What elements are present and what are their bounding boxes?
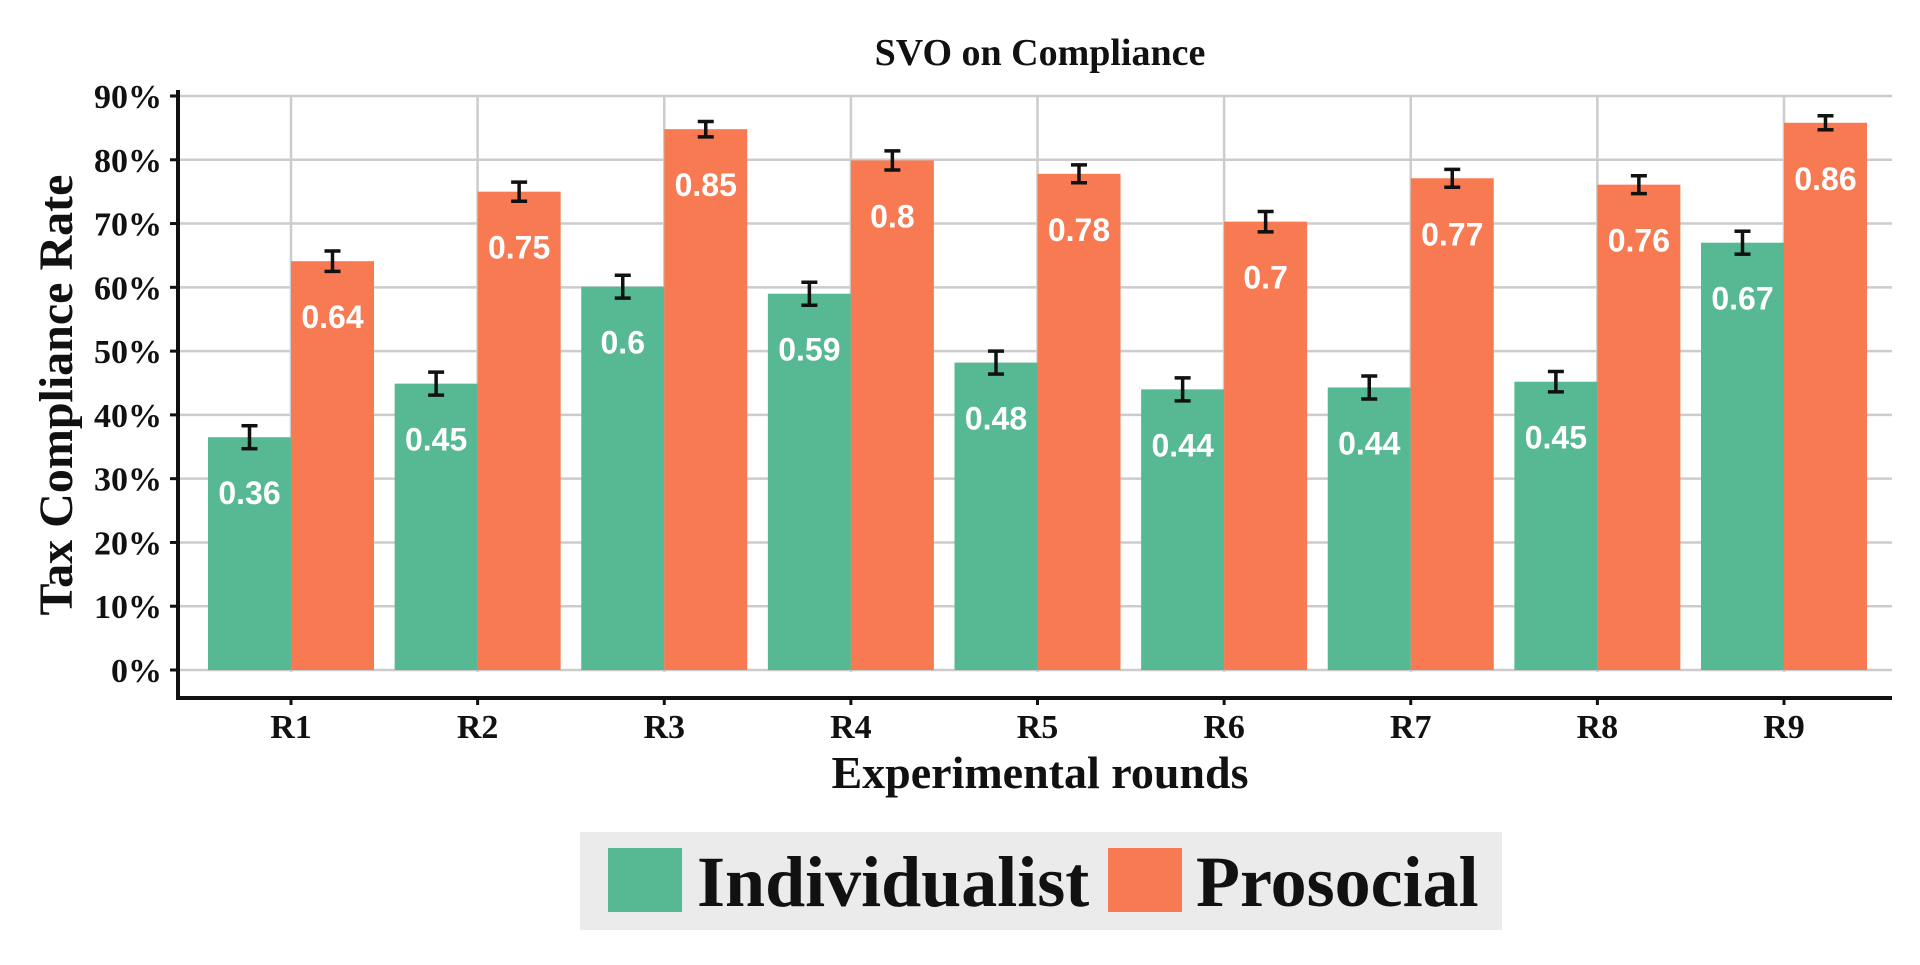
data-label-individualist: 0.36	[218, 475, 280, 511]
error-bar	[614, 273, 631, 300]
y-tick-label: 70%	[94, 207, 162, 244]
legend-label-prosocial: Prosocial	[1196, 842, 1479, 922]
bar-prosocial-r2	[477, 191, 561, 670]
error-bar	[884, 149, 901, 172]
bar-individualist-r5	[954, 362, 1038, 670]
bar-prosocial-r3	[664, 129, 748, 671]
y-tick-label: 30%	[94, 462, 162, 499]
bars	[208, 114, 1867, 671]
bar-individualist-r1	[208, 437, 291, 670]
x-tick-label: R3	[643, 709, 685, 746]
bar-individualist-r7	[1327, 387, 1411, 670]
x-tick-label: R9	[1763, 709, 1805, 746]
axes: 0% 10% 20% 30% 40% 50% 60% 70% 80% 90% R1 R2 R3 R4 R5 R…	[94, 79, 1892, 746]
error-bar	[1444, 167, 1461, 189]
error-bar	[697, 119, 714, 139]
data-label-prosocial: 0.64	[301, 299, 363, 335]
data-labels: 0.36 0.45 0.6 0.59 0.48 0.44 0.44 0.45 0.67 0.64 0…	[218, 161, 1856, 511]
data-label-prosocial: 0.7	[1243, 260, 1287, 296]
y-tick-label: 50%	[94, 334, 162, 371]
error-bar	[428, 370, 445, 397]
legend-swatch-prosocial	[1108, 848, 1182, 912]
bar-individualist-r6	[1141, 389, 1225, 670]
bar-individualist-r4	[767, 293, 851, 670]
legend-label-individualist: Individualist	[697, 842, 1089, 922]
y-tick-label: 10%	[94, 589, 162, 626]
data-label-prosocial: 0.76	[1608, 223, 1670, 259]
bar-prosocial-r6	[1224, 221, 1308, 671]
x-axis-label: Experimental rounds	[831, 747, 1248, 798]
y-axis-label: Tax Compliance Rate	[30, 175, 83, 616]
bar-individualist-r9	[1701, 242, 1784, 670]
chart-title: SVO on Compliance	[875, 32, 1206, 74]
data-label-individualist: 0.44	[1151, 427, 1213, 463]
x-tick-label: R4	[830, 709, 872, 746]
data-label-individualist: 0.45	[1525, 420, 1587, 456]
data-label-prosocial: 0.75	[488, 230, 550, 266]
data-label-prosocial: 0.86	[1794, 161, 1856, 197]
legend: Individualist Prosocial	[580, 832, 1502, 930]
data-label-individualist: 0.67	[1711, 281, 1773, 317]
y-tick-label: 60%	[94, 270, 162, 307]
bar-individualist-r2	[394, 383, 478, 670]
error-bar	[988, 349, 1004, 376]
x-tick-label: R1	[270, 709, 312, 746]
error-bar	[241, 423, 258, 451]
error-bar	[1817, 114, 1834, 132]
bar-prosocial-r7	[1410, 178, 1494, 671]
error-bar	[324, 249, 341, 274]
error-bar	[1257, 209, 1274, 234]
bar-prosocial-r8	[1597, 184, 1681, 670]
error-bar	[1174, 376, 1191, 403]
error-bar	[1734, 229, 1751, 256]
bar-individualist-r3	[581, 286, 665, 670]
legend-box	[580, 832, 1502, 930]
legend-swatch-individualist	[608, 848, 682, 912]
bar-prosocial-r9	[1784, 122, 1867, 670]
data-label-individualist: 0.45	[405, 422, 467, 458]
data-label-prosocial: 0.8	[870, 198, 914, 234]
data-label-individualist: 0.59	[778, 332, 840, 368]
bar-prosocial-r5	[1037, 173, 1121, 670]
x-tick-label: R7	[1390, 709, 1432, 746]
x-tick-label: R2	[457, 709, 499, 746]
bar-prosocial-r4	[850, 160, 934, 670]
x-tick-label: R5	[1017, 709, 1059, 746]
y-tick-label: 20%	[94, 525, 162, 562]
bar-individualist-r8	[1514, 381, 1598, 670]
x-tick-label: R6	[1203, 709, 1245, 746]
error-bar	[1071, 163, 1087, 185]
y-tick-label: 0%	[111, 653, 162, 690]
data-label-individualist: 0.44	[1338, 425, 1400, 461]
x-tick-label: R8	[1577, 709, 1619, 746]
error-bar	[1547, 369, 1564, 394]
error-bar	[1630, 173, 1647, 196]
y-tick-label: 40%	[94, 398, 162, 435]
data-label-prosocial: 0.78	[1048, 212, 1110, 248]
data-label-prosocial: 0.85	[675, 167, 737, 203]
error-bar	[1361, 374, 1378, 401]
data-label-individualist: 0.6	[601, 325, 645, 361]
data-label-prosocial: 0.77	[1421, 216, 1483, 252]
bar-prosocial-r1	[291, 261, 374, 670]
error-bar	[511, 180, 528, 203]
y-tick-label: 90%	[94, 79, 162, 116]
error-bar	[801, 280, 818, 307]
y-tick-label: 80%	[94, 143, 162, 180]
data-label-individualist: 0.48	[965, 401, 1027, 437]
